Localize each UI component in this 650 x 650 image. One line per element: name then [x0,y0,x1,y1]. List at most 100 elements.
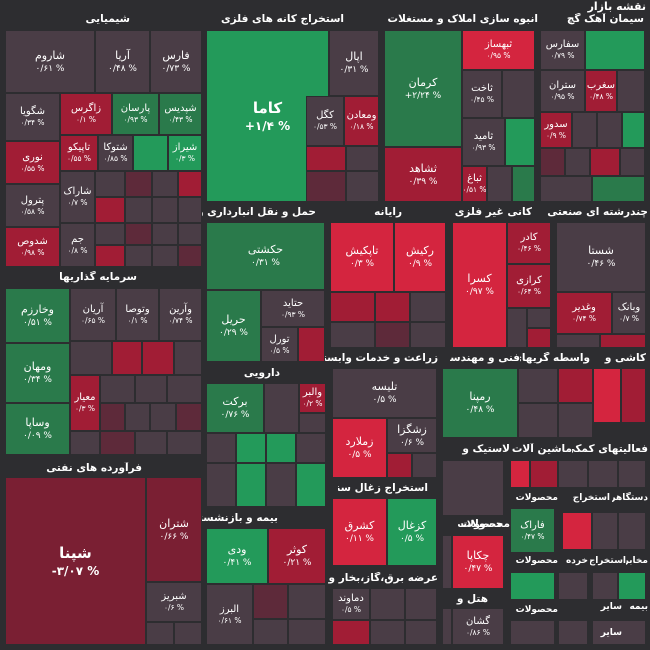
tile-small-ma7[interactable] [592,512,618,550]
tile-small-ma14[interactable] [558,620,588,645]
tile-small-ma15[interactable] [592,620,646,645]
tile-apal[interactable]: اپال ۰/۳۱ % [329,30,379,96]
tile-small-s5[interactable] [622,112,645,148]
tile-small-c16[interactable] [178,245,202,267]
tile-vtosa[interactable]: وتوصا ۰/۱ % [116,288,159,341]
tile-small-m1[interactable] [306,146,346,171]
tile-small-v1[interactable] [556,334,600,348]
tile-shiraz[interactable]: شیراز ۰/۳ % [168,135,202,171]
tile-ramina[interactable]: رمپنا ۰/۴۸ % [442,368,518,438]
tile-vkharazm[interactable]: وخارزم ۰/۵۱ % [5,288,70,343]
tile-small-m2[interactable] [346,146,379,171]
tile-small-el4[interactable] [370,620,405,645]
tile-small-c14[interactable] [125,245,152,267]
tile-small-r5[interactable] [375,322,410,348]
tile-small-i15[interactable] [167,431,202,455]
tile-small-a1[interactable] [502,70,535,118]
tile-small-ma8[interactable] [618,512,646,550]
tile-small-c13[interactable] [95,245,125,267]
tile-small-a4[interactable] [512,166,535,202]
tile-small-ma5[interactable] [618,460,646,488]
tile-small-el2[interactable] [405,588,437,620]
tile-small-s2[interactable] [617,70,645,112]
tile-small-p1[interactable] [264,383,299,433]
tile-sakhat[interactable]: ثاخت ۰/۴۵ % [462,70,502,118]
tile-small-p6[interactable] [296,433,326,463]
tile-small-ru3[interactable] [442,608,452,645]
tile-small-i1[interactable] [70,341,112,375]
tile-small-ma10[interactable] [510,620,555,645]
tile-shadoos[interactable]: شدوص ۰/۹۸ % [5,227,60,267]
tile-hakeshti[interactable]: حکشتی ۰/۳۱ % [206,222,325,290]
tile-fars[interactable]: فارس ۰/۷۳ % [150,30,202,93]
tile-small-p4[interactable] [236,433,266,463]
tile-tapkish[interactable]: تاپکیش ۰/۳ % [330,222,394,292]
tile-small-o1[interactable] [146,622,174,645]
tile-small-c3[interactable] [152,171,178,197]
tile-kover[interactable]: کوثر ۰/۲۱ % [268,528,326,584]
tile-small-r6[interactable] [410,322,446,348]
tile-small-e3[interactable] [593,368,621,423]
tile-small-t1[interactable] [298,327,325,362]
tile-small-r3[interactable] [410,292,446,322]
tile-meyar[interactable]: معیار ۰/۳ % [70,375,100,431]
tile-small-s4[interactable] [597,112,622,148]
tile-starn[interactable]: ستران ۰/۹۵ % [540,70,585,112]
tile-vaghadir[interactable]: وغدیر ۰/۷۴ % [556,292,612,334]
tile-samid[interactable]: ثامید ۰/۹۳ % [462,118,505,166]
tile-tapico[interactable]: تاپیکو ۰/۵۵ % [60,135,98,171]
tile-small-ma11[interactable] [558,572,588,600]
tile-small-i3[interactable] [142,341,174,375]
tile-shebriz[interactable]: شبریز ۰/۶ % [146,582,202,622]
tile-shahad[interactable]: ثشاهد ۰/۳۹ % [384,147,462,202]
tile-arya[interactable]: آریا ۰/۴۸ % [95,30,150,93]
tile-small-ma9[interactable] [510,572,555,600]
tile-kegol[interactable]: کگل ۰/۵۳ % [306,96,344,146]
tile-safars[interactable]: سفارس ۰/۷۹ % [540,30,585,70]
tile-vaarin[interactable]: وآرین ۰/۷۴ % [159,288,202,341]
tile-small-k1[interactable] [507,308,527,348]
tile-small-p9[interactable] [266,463,296,507]
tile-small-b2[interactable] [288,584,326,619]
tile-small-c1[interactable] [95,171,125,197]
tile-small-c15[interactable] [152,245,178,267]
tile-small-s8[interactable] [590,148,620,176]
tile-small-s10[interactable] [540,176,592,202]
tile-small-ma13[interactable] [618,572,646,600]
tile-nouri[interactable]: نوری ۰/۵۵ % [5,141,60,184]
tile-farak[interactable]: فاراک ۰/۴۷ % [510,508,555,553]
tile-small-r2[interactable] [375,292,410,322]
tile-small-i4[interactable] [174,341,202,375]
tile-shasta[interactable]: شستا ۰/۴۶ % [556,222,646,292]
tile-small-c5[interactable] [95,197,125,223]
tile-small-c4[interactable] [178,171,202,197]
tile-small-s9[interactable] [620,148,645,176]
tile-small-m4[interactable] [346,171,379,202]
tile-small-i2[interactable] [112,341,142,375]
tile-small-i5[interactable] [100,375,135,403]
tile-small-i11[interactable] [176,403,202,431]
tile-small-ru1[interactable] [442,460,504,516]
tile-sgharb[interactable]: سغرب ۰/۴۸ % [585,70,617,112]
tile-albrz[interactable]: البرز ۰/۶۱ % [206,584,253,645]
tile-small-k3[interactable] [527,328,551,348]
tile-small-c7[interactable] [152,197,178,223]
tile-shatran[interactable]: شتران ۰/۶۶ % [146,477,202,582]
tile-parsan[interactable]: پارسان ۰/۹۳ % [112,93,159,135]
tile-small-p2[interactable] [299,413,326,433]
tile-zmalard[interactable]: زملارد ۰/۵ % [332,418,387,478]
tile-small-s7[interactable] [565,148,590,176]
tile-barkat[interactable]: برکت ۰/۷۶ % [206,383,264,433]
tile-tourin[interactable]: تورل ۰/۵ % [261,327,298,362]
tile-small-p10[interactable] [296,463,326,507]
tile-small-ma6[interactable] [562,512,592,550]
tile-sharak[interactable]: شاراک ۰/۷ % [60,171,95,223]
tile-shgooya[interactable]: شگویا ۰/۳۴ % [5,93,60,141]
tile-small-m3[interactable] [306,171,346,202]
tile-small-s3[interactable] [572,112,597,148]
tile-small-ru2[interactable] [442,535,452,589]
tile-small-el3[interactable] [332,620,370,645]
tile-small-c11[interactable] [152,223,178,245]
tile-small-el1[interactable] [370,588,405,620]
tile-shepdis[interactable]: شپدیس ۰/۴۳ % [159,93,202,135]
